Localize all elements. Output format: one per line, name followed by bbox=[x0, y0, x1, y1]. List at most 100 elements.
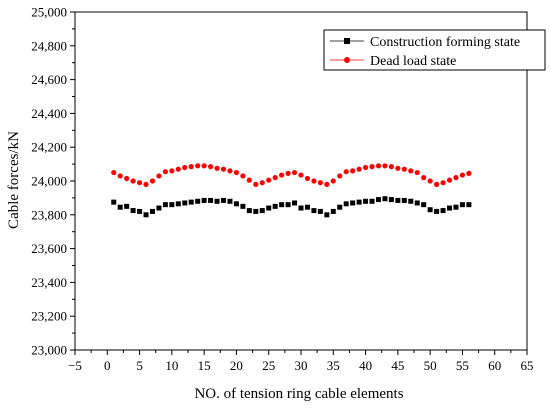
data-point bbox=[201, 197, 207, 203]
y-axis: 23,000 23,200 23,400 23,600 23,800 24,000 24,2… bbox=[31, 5, 75, 358]
data-point bbox=[162, 202, 168, 208]
legend-label-dead-load: Dead load state bbox=[370, 54, 456, 69]
data-point bbox=[117, 173, 123, 179]
y-tick-label: 24,600 bbox=[31, 72, 67, 87]
data-point bbox=[195, 198, 201, 204]
data-point bbox=[130, 208, 136, 214]
x-tick-label: 65 bbox=[521, 358, 534, 373]
data-point bbox=[169, 168, 175, 174]
legend-box bbox=[323, 29, 546, 71]
data-point bbox=[227, 198, 233, 204]
data-point bbox=[156, 205, 162, 211]
data-point bbox=[188, 164, 194, 170]
y-tick-label: 23,600 bbox=[31, 241, 67, 256]
data-point bbox=[304, 175, 311, 182]
data-point bbox=[298, 172, 304, 178]
data-point bbox=[434, 208, 440, 214]
data-point bbox=[195, 163, 201, 169]
x-tick-label: 50 bbox=[424, 358, 437, 373]
data-point bbox=[447, 205, 453, 211]
y-axis-title: Cable forces/kN bbox=[6, 131, 22, 229]
y-tick-label: 23,200 bbox=[31, 309, 67, 324]
data-point bbox=[233, 201, 239, 207]
data-point bbox=[401, 166, 407, 172]
data-point bbox=[459, 202, 465, 208]
data-point bbox=[285, 170, 291, 176]
x-tick-label: 0 bbox=[104, 358, 111, 373]
data-point bbox=[356, 166, 362, 172]
data-point bbox=[459, 172, 466, 178]
data-point bbox=[156, 173, 162, 179]
data-point bbox=[311, 178, 317, 184]
data-point bbox=[304, 204, 310, 210]
data-point bbox=[337, 204, 343, 210]
data-point bbox=[137, 208, 143, 214]
data-point bbox=[317, 208, 323, 214]
x-tick-label: 25 bbox=[262, 358, 275, 373]
data-point bbox=[382, 163, 388, 169]
data-point bbox=[201, 163, 207, 169]
data-point bbox=[421, 175, 427, 181]
data-point bbox=[421, 202, 427, 208]
y-tick-label: 24,200 bbox=[31, 140, 67, 155]
data-point bbox=[414, 200, 420, 206]
data-point bbox=[259, 180, 265, 186]
data-point bbox=[259, 208, 265, 214]
data-point bbox=[272, 203, 278, 209]
data-point bbox=[324, 212, 330, 218]
data-point bbox=[466, 170, 472, 176]
data-point bbox=[162, 169, 168, 175]
data-point bbox=[285, 202, 291, 208]
data-point bbox=[233, 169, 240, 176]
data-point bbox=[362, 164, 369, 171]
data-point bbox=[324, 181, 330, 187]
data-point bbox=[395, 165, 401, 171]
data-point bbox=[117, 204, 123, 210]
data-point bbox=[317, 180, 323, 186]
data-point bbox=[136, 180, 143, 186]
legend: Construction forming state Dead load sta… bbox=[323, 29, 546, 71]
data-point bbox=[266, 205, 272, 211]
x-tick-label: 40 bbox=[359, 358, 372, 373]
y-tick-label: 24,000 bbox=[31, 174, 67, 189]
y-tick-label: 25,000 bbox=[31, 5, 67, 20]
x-tick-label: 10 bbox=[165, 358, 178, 373]
data-point bbox=[343, 201, 349, 207]
y-tick-label: 24,400 bbox=[31, 106, 67, 121]
data-point bbox=[440, 208, 446, 214]
data-point bbox=[182, 200, 188, 206]
x-tick-label: 60 bbox=[488, 358, 501, 373]
data-point bbox=[311, 208, 317, 214]
data-point bbox=[240, 203, 246, 209]
data-point bbox=[227, 168, 233, 174]
data-point bbox=[124, 203, 130, 209]
data-point bbox=[427, 178, 433, 184]
data-point bbox=[350, 200, 356, 206]
y-tick-label: 24,800 bbox=[31, 38, 67, 53]
data-point bbox=[279, 202, 285, 208]
data-point bbox=[375, 163, 382, 169]
data-point bbox=[143, 181, 149, 187]
x-tick-label: 35 bbox=[327, 358, 340, 373]
x-tick-label: 20 bbox=[230, 358, 243, 373]
data-point bbox=[143, 212, 149, 218]
data-point bbox=[408, 168, 414, 174]
data-point bbox=[208, 197, 214, 203]
data-point bbox=[330, 208, 336, 214]
legend-label-construction: Construction forming state bbox=[370, 35, 520, 50]
data-point bbox=[214, 198, 220, 204]
data-point bbox=[149, 208, 155, 214]
x-tick-label: 30 bbox=[295, 358, 308, 373]
data-point bbox=[149, 178, 156, 184]
data-point bbox=[453, 204, 459, 210]
data-point bbox=[375, 197, 381, 203]
data-point bbox=[253, 208, 259, 214]
data-point bbox=[175, 166, 181, 172]
series-layer bbox=[111, 163, 472, 218]
series-dead-load-state bbox=[111, 163, 472, 187]
legend-marker-construction bbox=[344, 38, 350, 44]
data-point bbox=[440, 180, 446, 186]
data-point bbox=[292, 200, 298, 206]
data-point bbox=[188, 199, 194, 205]
data-point bbox=[330, 178, 336, 184]
